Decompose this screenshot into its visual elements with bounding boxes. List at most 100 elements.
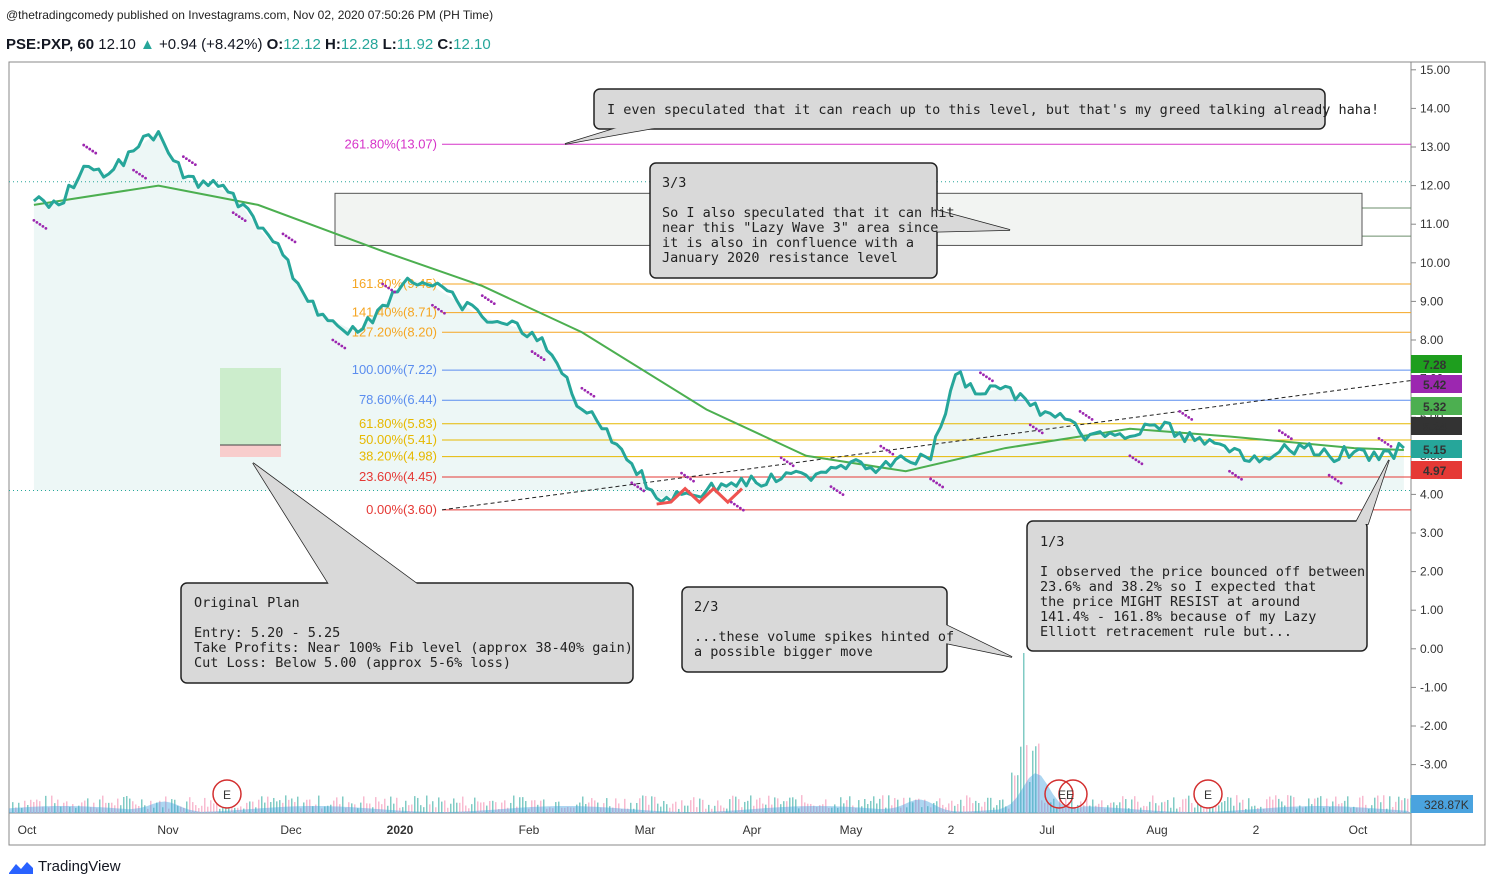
volume-bar	[63, 802, 65, 813]
volume-bar	[855, 808, 857, 813]
volume-bar	[153, 807, 155, 813]
volume-bar	[219, 808, 221, 813]
volume-bar	[48, 807, 50, 813]
volume-bar	[396, 797, 398, 813]
volume-bar	[54, 803, 56, 813]
volume-bar	[816, 806, 818, 813]
volume-bar	[252, 801, 254, 813]
parabolic-sar-dot	[1040, 431, 1044, 435]
callout-bounce-text: 141.4% - 161.8% because of my Lazy	[1040, 609, 1316, 625]
parabolic-sar-dot	[1031, 425, 1035, 429]
callout-wave3-pointer-fill	[925, 207, 1010, 232]
volume-bar	[819, 805, 821, 813]
volume-bar	[1272, 799, 1274, 813]
callout-greed-box	[593, 88, 1326, 130]
volume-bar	[1140, 807, 1142, 813]
callout-greed[interactable]: I even speculated that it can reach up t…	[564, 88, 1379, 145]
volume-bar	[675, 801, 677, 813]
volume-bar	[279, 800, 281, 813]
parabolic-sar-dot	[729, 500, 733, 504]
volume-bar	[501, 802, 503, 813]
symbol-label[interactable]: PSE:PXP, 60	[6, 36, 95, 53]
volume-tag-label: 328.87K	[1424, 798, 1469, 812]
volume-bar	[330, 804, 332, 813]
volume-bar	[981, 806, 983, 813]
callout-bounce-text: I observed the price bounced off between	[1040, 564, 1365, 580]
time-axis[interactable]: Oct Nov Dec 2020 Feb Mar Apr May 2 Jul Aug 2 Oct	[18, 823, 1368, 837]
volume-bar	[570, 807, 572, 813]
parabolic-sar-dot	[686, 475, 689, 479]
parabolic-sar-dot	[387, 286, 391, 290]
fib-label: 23.60%(4.45)	[359, 469, 437, 484]
volume-bar	[360, 802, 362, 813]
parabolic-sar-dot	[879, 444, 883, 448]
volume-bar	[468, 808, 470, 813]
volume-bar	[672, 803, 674, 813]
volume-bar	[33, 802, 35, 813]
x-tick-label: Jul	[1039, 823, 1054, 837]
parabolic-sar-dot	[1187, 416, 1191, 419]
volume-bar	[87, 798, 89, 813]
volume-bar	[1188, 795, 1190, 813]
volume-bar	[1266, 799, 1268, 813]
volume-bar	[1263, 808, 1265, 813]
volume-bar	[1212, 807, 1214, 813]
volume-bar	[273, 797, 275, 813]
volume-bar	[918, 798, 920, 813]
volume-bar	[588, 802, 590, 813]
volume-bar	[1164, 801, 1166, 813]
volume-bar	[696, 807, 698, 813]
volume-bar	[582, 796, 584, 813]
volume-bar	[42, 806, 44, 813]
callout-bounce[interactable]: 1/3 I observed the price bounced off betw…	[1026, 459, 1390, 652]
callout-volume-text: a possible bigger move	[694, 644, 873, 660]
volume-bar	[447, 807, 449, 813]
volume-bar	[471, 804, 473, 813]
volume-bar	[270, 802, 272, 813]
parabolic-sar-dot	[1137, 460, 1141, 464]
y-tick-label: 1.00	[1420, 603, 1444, 617]
volume-bar	[174, 799, 176, 813]
price-tag-bg	[1411, 417, 1462, 435]
parabolic-sar-dot	[38, 222, 42, 226]
volume-bar	[1371, 805, 1373, 813]
volume-bars	[9, 653, 1412, 813]
volume-bar	[744, 801, 746, 813]
volume-bar	[585, 803, 587, 813]
low-label: L:	[382, 36, 397, 53]
volume-bar	[348, 802, 350, 813]
volume-bar	[633, 808, 635, 813]
parabolic-sar-dot	[533, 352, 537, 355]
volume-bar	[1395, 801, 1397, 813]
volume-bar	[549, 807, 551, 813]
volume-bar	[699, 798, 701, 813]
callout-wave3[interactable]: 3/3 So I also speculated that it can hitn…	[649, 162, 1011, 279]
tradingview-brand[interactable]: TradingView	[8, 858, 121, 875]
parabolic-sar-dot	[633, 483, 637, 487]
volume-bar	[1014, 775, 1016, 813]
price-change: +0.94 (+8.42%)	[159, 36, 263, 53]
volume-bar	[825, 799, 827, 813]
volume-bar	[327, 805, 329, 813]
risk-reward-box[interactable]	[220, 368, 281, 457]
earnings-markers: E EE E	[212, 779, 1223, 809]
callouts[interactable]: I even speculated that it can reach up t…	[180, 88, 1390, 684]
volume-bar	[717, 800, 719, 813]
volume-bar	[810, 803, 812, 813]
parabolic-sar-dot	[32, 218, 36, 222]
volume-bar	[960, 799, 962, 813]
volume-bar	[18, 802, 20, 813]
parabolic-sar-dot	[583, 388, 587, 392]
parabolic-sar-dot	[738, 506, 742, 510]
volume-bar	[1050, 802, 1052, 813]
volume-bar	[1113, 802, 1115, 813]
volume-bar	[1302, 807, 1304, 813]
parabolic-sar-dot	[835, 489, 839, 493]
volume-bar	[1176, 808, 1178, 813]
parabolic-sar-dot	[841, 493, 845, 497]
parabolic-sar-dot	[639, 487, 643, 491]
callout-volume[interactable]: 2/3 ...these volume spikes hinted ofa pos…	[681, 586, 1013, 673]
volume-bar	[1215, 804, 1217, 813]
